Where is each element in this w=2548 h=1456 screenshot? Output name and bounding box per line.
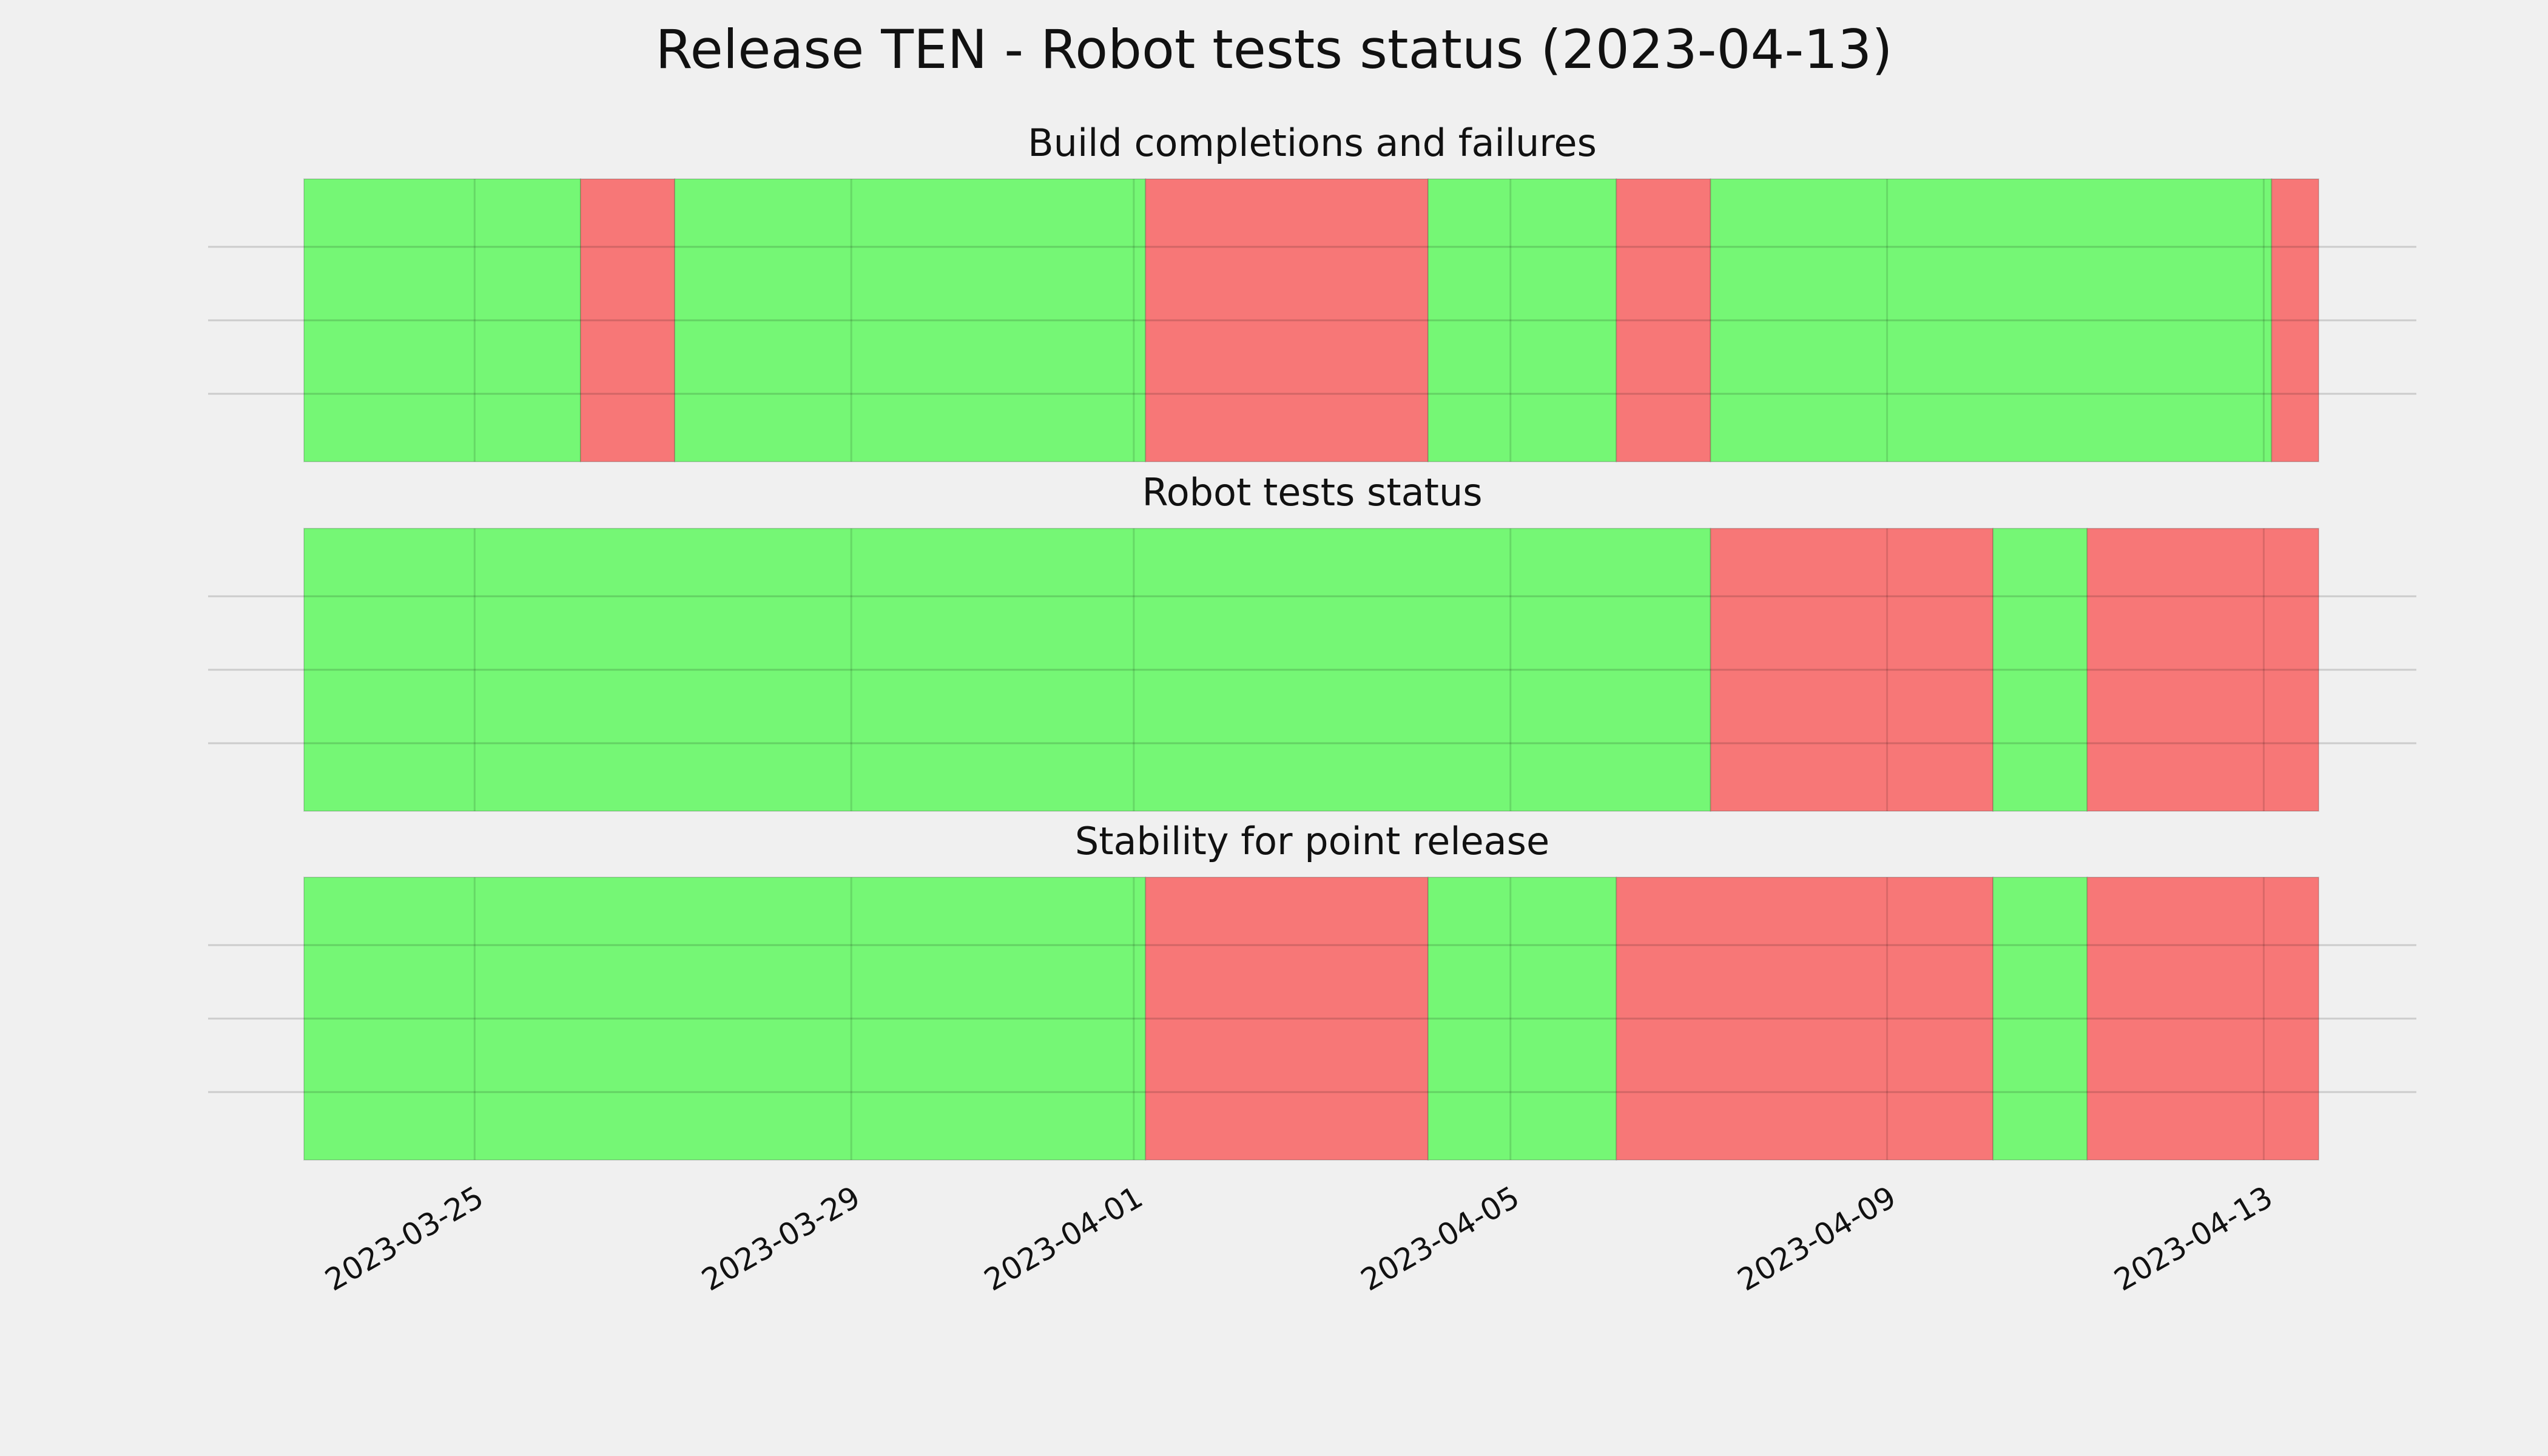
panel-title: Build completions and failures bbox=[1028, 121, 1597, 165]
status-span bbox=[1992, 528, 2088, 812]
status-span bbox=[1616, 178, 1711, 462]
panel-title: Robot tests status bbox=[1142, 470, 1482, 514]
status-span bbox=[1145, 877, 1429, 1161]
status-span bbox=[303, 528, 1711, 812]
status-span bbox=[674, 178, 1147, 462]
status-span bbox=[2086, 877, 2320, 1161]
status-span bbox=[303, 178, 581, 462]
panel-title: Stability for point release bbox=[1075, 819, 1549, 863]
status-span bbox=[2271, 178, 2319, 462]
status-span bbox=[1427, 877, 1617, 1161]
status-span bbox=[303, 877, 1147, 1161]
chart-title: Release TEN - Robot tests status (2023-0… bbox=[655, 18, 1892, 81]
status-span bbox=[2086, 528, 2320, 812]
status-span bbox=[579, 178, 676, 462]
status-span bbox=[1992, 877, 2088, 1161]
status-span bbox=[1710, 178, 2273, 462]
status-span bbox=[1427, 178, 1617, 462]
status-span bbox=[1616, 877, 1994, 1161]
status-span bbox=[1710, 528, 1994, 812]
status-span bbox=[1145, 178, 1429, 462]
